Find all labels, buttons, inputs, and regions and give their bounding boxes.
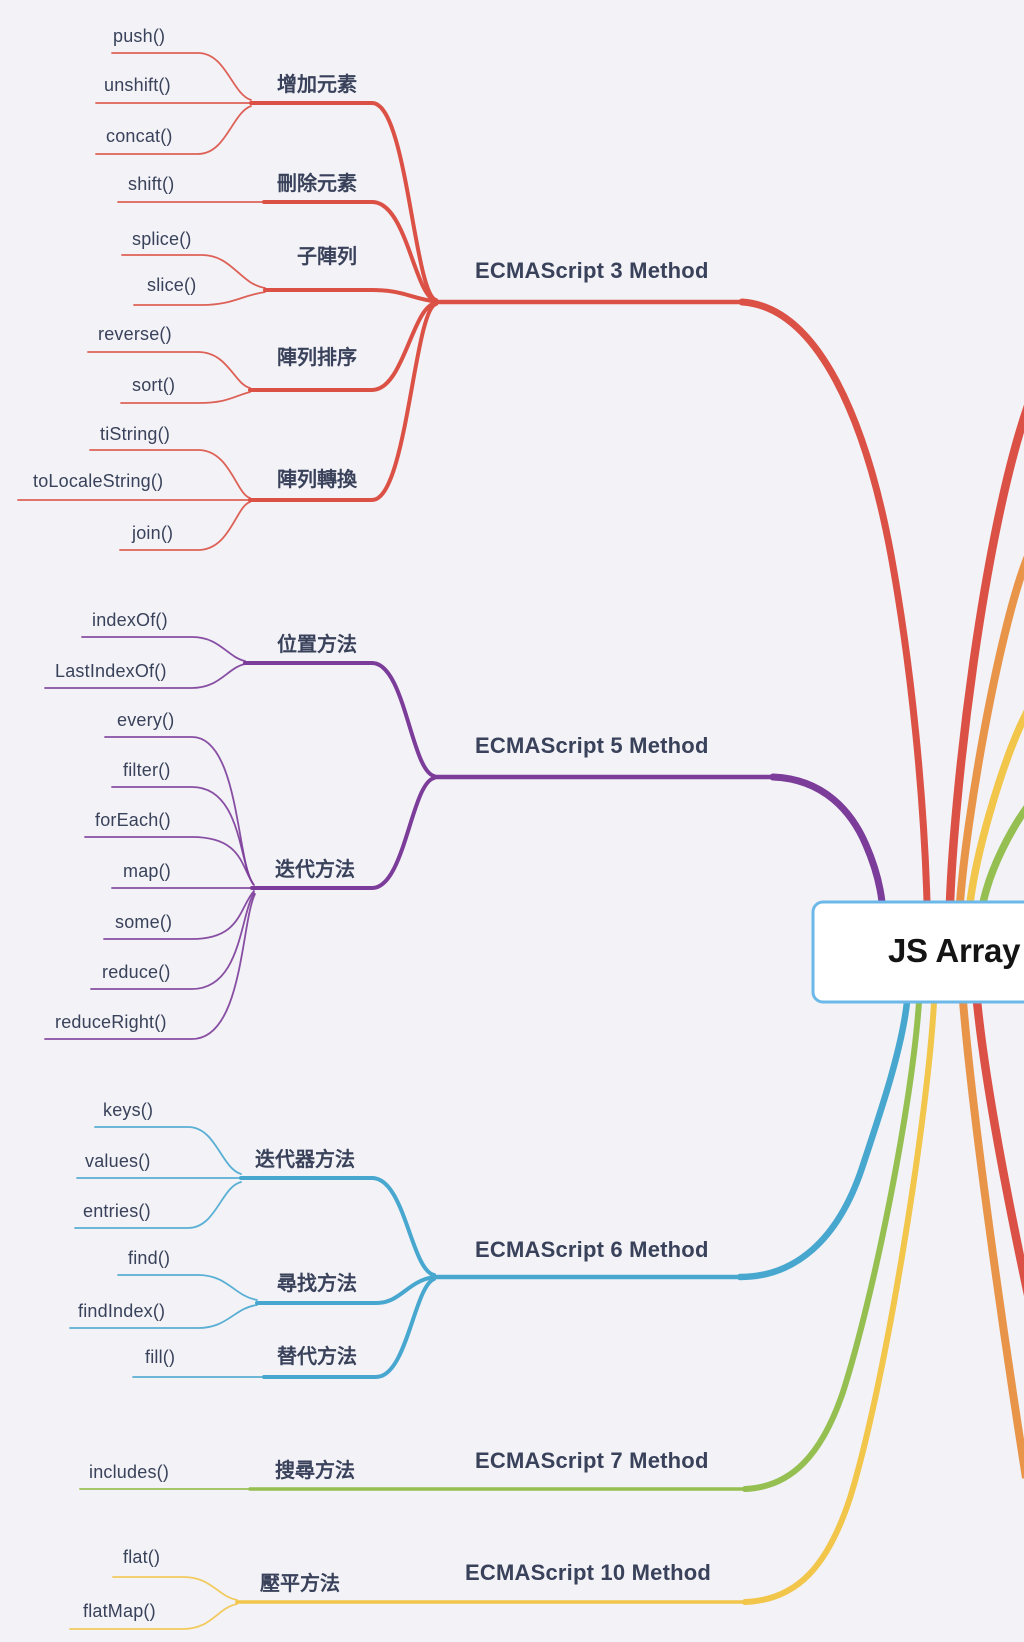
method-fill[interactable]: fill() <box>145 1347 176 1367</box>
method-reduce[interactable]: reduce() <box>102 962 171 982</box>
method-values[interactable]: values() <box>85 1151 151 1171</box>
group-label-find-methods[interactable]: 尋找方法 <box>277 1273 357 1295</box>
method-sort[interactable]: sort() <box>132 375 176 395</box>
group-label-array-convert[interactable]: 陣列轉換 <box>277 469 357 491</box>
method-tolocalestring[interactable]: toLocaleString() <box>33 471 164 491</box>
offscreen-links-green <box>979 805 1024 904</box>
offscreen-links-orange <box>956 555 1024 1479</box>
branch-lines-es5 <box>44 636 886 1040</box>
group-label-add-elements[interactable]: 增加元素 <box>277 74 357 96</box>
root-node-box[interactable] <box>811 900 1024 1004</box>
method-reverse[interactable]: reverse() <box>98 324 172 344</box>
group-label-flatten-methods[interactable]: 壓平方法 <box>260 1573 340 1595</box>
method-shift[interactable]: shift() <box>128 174 175 194</box>
method-findindex[interactable]: findIndex() <box>78 1301 166 1321</box>
method-flatmap[interactable]: flatMap() <box>83 1601 156 1621</box>
group-label-remove-elements[interactable]: 刪除元素 <box>277 173 357 195</box>
method-foreach[interactable]: forEach() <box>95 810 171 830</box>
method-unshift[interactable]: unshift() <box>104 75 171 95</box>
method-map[interactable]: map() <box>123 861 172 881</box>
group-label-replace-methods[interactable]: 替代方法 <box>277 1346 357 1368</box>
method-slice[interactable]: slice() <box>147 275 197 295</box>
branch-label-es5[interactable]: ECMAScript 5 Method <box>475 733 709 758</box>
method-indexof[interactable]: indexOf() <box>92 610 168 630</box>
branch-label-es3[interactable]: ECMAScript 3 Method <box>475 258 709 283</box>
method-reduceright[interactable]: reduceRight() <box>55 1012 167 1032</box>
branch-lines-es10 <box>69 999 937 1630</box>
method-push[interactable]: push() <box>113 26 166 46</box>
group-label-iteration-methods[interactable]: 迭代方法 <box>275 859 355 881</box>
method-flat[interactable]: flat() <box>123 1547 161 1567</box>
group-label-subarray[interactable]: 子陣列 <box>297 246 357 268</box>
offscreen-links-red <box>945 404 1024 1297</box>
root-node-label[interactable]: JS Array <box>888 932 1021 969</box>
method-splice[interactable]: splice() <box>132 229 192 249</box>
method-concat[interactable]: concat() <box>106 126 173 146</box>
branch-label-es6[interactable]: ECMAScript 6 Method <box>475 1237 709 1262</box>
method-includes[interactable]: includes() <box>89 1462 170 1482</box>
group-label-array-sort[interactable]: 陣列排序 <box>277 347 357 369</box>
method-entries[interactable]: entries() <box>83 1201 151 1221</box>
branch-lines-es3 <box>17 52 931 906</box>
method-tistring[interactable]: tiString() <box>100 424 171 444</box>
group-label-search-methods[interactable]: 搜尋方法 <box>275 1460 355 1482</box>
method-keys[interactable]: keys() <box>103 1100 154 1120</box>
branch-label-es10[interactable]: ECMAScript 10 Method <box>465 1560 712 1585</box>
method-some[interactable]: some() <box>115 912 173 932</box>
group-label-iterator-methods[interactable]: 迭代器方法 <box>255 1149 355 1171</box>
method-filter[interactable]: filter() <box>123 760 171 780</box>
method-join[interactable]: join() <box>132 523 174 543</box>
branch-label-es7[interactable]: ECMAScript 7 Method <box>475 1448 709 1473</box>
branch-lines-es7 <box>79 999 922 1492</box>
branch-lines-es6 <box>69 998 911 1379</box>
method-every[interactable]: every() <box>117 710 175 730</box>
method-lastindexof[interactable]: LastIndexOf() <box>55 661 167 681</box>
group-label-position-methods[interactable]: 位置方法 <box>277 634 357 656</box>
method-find[interactable]: find() <box>128 1248 171 1268</box>
offscreen-links-yellow <box>966 709 1024 904</box>
